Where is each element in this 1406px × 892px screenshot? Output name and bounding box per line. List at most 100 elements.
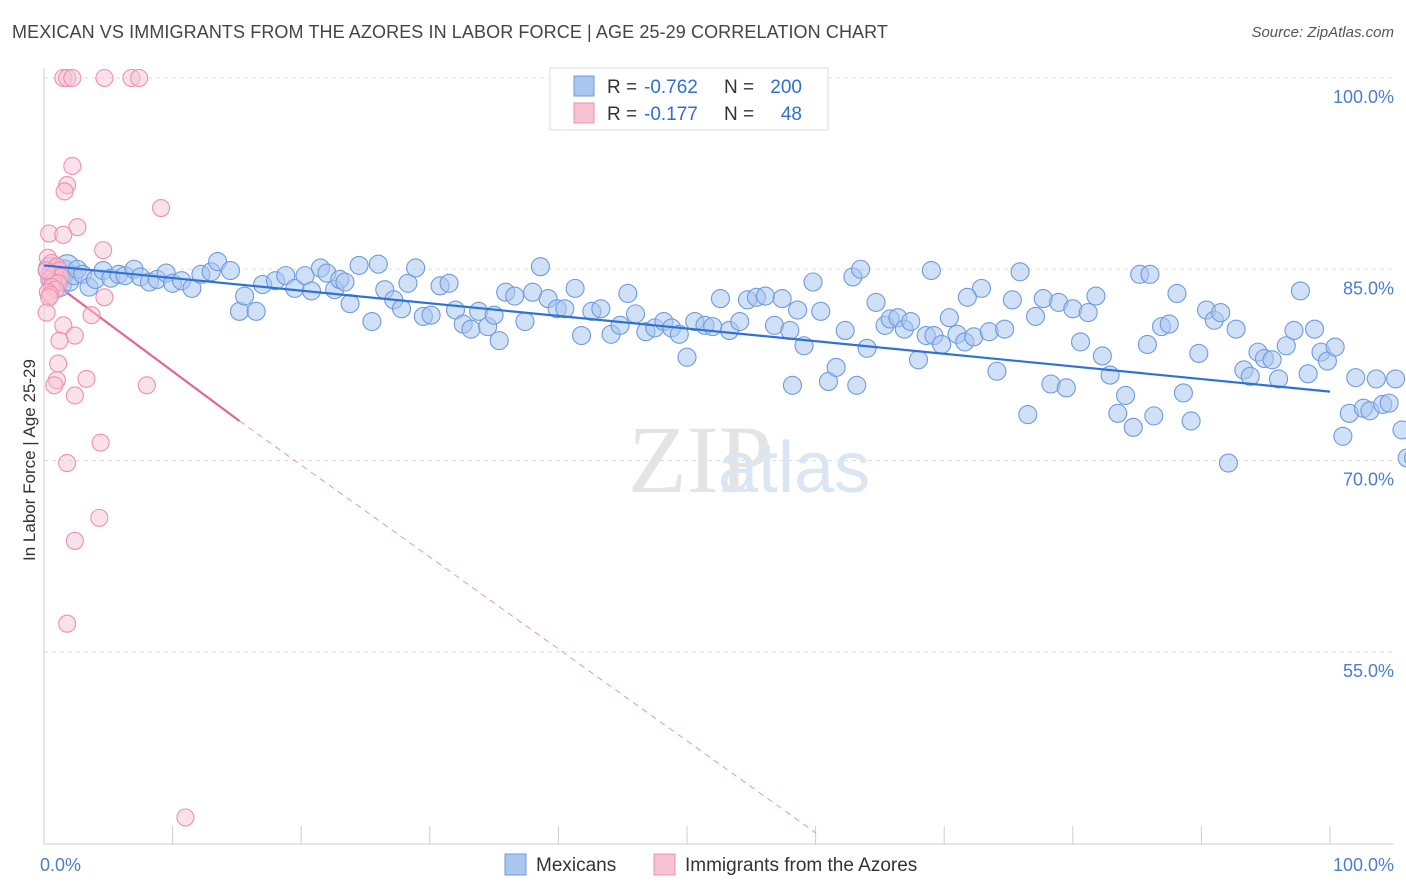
grid-lines bbox=[44, 77, 1394, 653]
azores-point bbox=[95, 68, 114, 88]
mexicans-point bbox=[530, 257, 550, 277]
mexicans-point bbox=[571, 325, 592, 346]
mexicans-trend-line bbox=[43, 264, 1331, 393]
azores-point bbox=[130, 68, 149, 88]
mexicans-point bbox=[987, 361, 1007, 381]
mexicans-point bbox=[421, 305, 441, 325]
bottom-legend-swatch-mexicans bbox=[504, 853, 527, 876]
tick-labels: 100.0% 85.0% 70.0% 55.0% 0.0% 100.0% bbox=[40, 87, 1394, 875]
mexicans-point bbox=[1123, 417, 1143, 437]
mexicans-point bbox=[1092, 346, 1112, 366]
legend-r-label-2: R = bbox=[607, 104, 637, 125]
legend-r-value-2: -0.177 bbox=[644, 104, 698, 125]
mexicans-point bbox=[908, 350, 929, 370]
mexicans-point bbox=[803, 272, 823, 292]
mexicans-point bbox=[591, 299, 611, 319]
mexicans-point bbox=[1262, 350, 1282, 370]
legend-r-value-1: -0.762 bbox=[644, 77, 698, 98]
mexicans-point bbox=[669, 324, 689, 344]
azores-point bbox=[65, 531, 84, 550]
watermark-zip: ZIP bbox=[628, 406, 772, 513]
azores-trend bbox=[43, 274, 241, 422]
mexicans-point bbox=[755, 286, 775, 306]
axes bbox=[43, 68, 1394, 845]
mexicans-point bbox=[1276, 336, 1296, 356]
mexicans-point bbox=[1070, 332, 1091, 352]
mexicans-point bbox=[1108, 403, 1128, 423]
legend-swatch-azores bbox=[573, 102, 595, 124]
mexicans-point bbox=[730, 311, 750, 332]
mexicans-point bbox=[1366, 369, 1386, 389]
mexicans-point bbox=[710, 289, 730, 309]
azores-point bbox=[77, 369, 96, 388]
mexicans-point bbox=[921, 260, 941, 281]
legend-swatch-mexicans bbox=[573, 75, 595, 97]
mexicans-point bbox=[1305, 319, 1325, 339]
y-tick-label: 100.0% bbox=[1333, 87, 1394, 107]
azores-point bbox=[55, 182, 74, 201]
azores-point bbox=[137, 376, 156, 395]
azores-point bbox=[95, 288, 114, 307]
mexicans-point bbox=[246, 301, 266, 321]
mexicans-point bbox=[391, 299, 412, 319]
y-tick-label: 85.0% bbox=[1343, 278, 1394, 298]
mexicans-point bbox=[826, 357, 846, 377]
azores-point bbox=[49, 354, 68, 373]
mexicans-point bbox=[866, 292, 886, 312]
mexicans-point bbox=[957, 287, 977, 307]
mexicans-point bbox=[406, 258, 426, 278]
mexicans-point bbox=[1333, 426, 1353, 446]
mexicans-point bbox=[847, 375, 867, 395]
bottom-legend-azores: Immigrants from the Azores bbox=[685, 855, 917, 876]
azores-point bbox=[176, 808, 195, 827]
mexicans-point bbox=[1325, 337, 1345, 357]
mexicans-point bbox=[971, 278, 992, 298]
mexicans-point bbox=[1240, 366, 1260, 386]
mexicans-point bbox=[1144, 406, 1164, 426]
mexicans-point bbox=[1167, 283, 1187, 304]
bottom-legend: Mexicans Immigrants from the Azores bbox=[504, 853, 917, 876]
mexicans-point bbox=[857, 338, 877, 358]
mexicans-point bbox=[939, 308, 959, 328]
azores-point bbox=[151, 199, 171, 218]
mexicans-point bbox=[1140, 264, 1160, 284]
azores-point bbox=[58, 453, 77, 473]
azores-point bbox=[63, 156, 82, 176]
mexicans-point bbox=[1218, 453, 1238, 473]
mexicans-point bbox=[780, 320, 800, 341]
mexicans-point bbox=[788, 300, 808, 320]
mexicans-point bbox=[1269, 369, 1289, 389]
mexicans-point bbox=[1002, 290, 1022, 310]
mexicans-point bbox=[1173, 383, 1193, 403]
mexicans-point bbox=[335, 272, 355, 292]
mexicans-point bbox=[851, 259, 871, 279]
azores-point bbox=[50, 331, 69, 350]
x-tick-label-left: 0.0% bbox=[40, 855, 81, 875]
legend-box-frame bbox=[549, 67, 829, 131]
mexicans-point bbox=[1025, 306, 1046, 326]
mexicans-point bbox=[398, 273, 418, 293]
azores-point bbox=[82, 306, 101, 325]
azores-points bbox=[37, 68, 195, 827]
watermark: ZIP atlas bbox=[628, 406, 870, 513]
mexicans-point bbox=[1397, 448, 1406, 468]
mexicans-point bbox=[1379, 393, 1399, 413]
mexicans-point bbox=[340, 294, 360, 314]
mexicans-point bbox=[703, 317, 723, 337]
mexicans-point bbox=[1386, 369, 1406, 389]
mexicans-point bbox=[349, 255, 369, 275]
legend-box: R = -0.762 N = 200 R = -0.177 N = 48 bbox=[549, 67, 829, 131]
azores-point bbox=[65, 326, 84, 345]
mexicans-point bbox=[772, 289, 792, 309]
mexicans-point bbox=[932, 334, 952, 355]
azores-point bbox=[68, 218, 87, 237]
mexicans-point bbox=[220, 260, 241, 281]
mexicans-point bbox=[1181, 411, 1201, 431]
azores-point bbox=[91, 433, 110, 452]
azores-point bbox=[90, 508, 109, 527]
azores-point bbox=[63, 68, 82, 88]
legend-n-label-2: N = bbox=[724, 104, 754, 125]
source-label: Source: ZipAtlas.com bbox=[1251, 24, 1394, 41]
mexicans-point bbox=[618, 283, 638, 304]
